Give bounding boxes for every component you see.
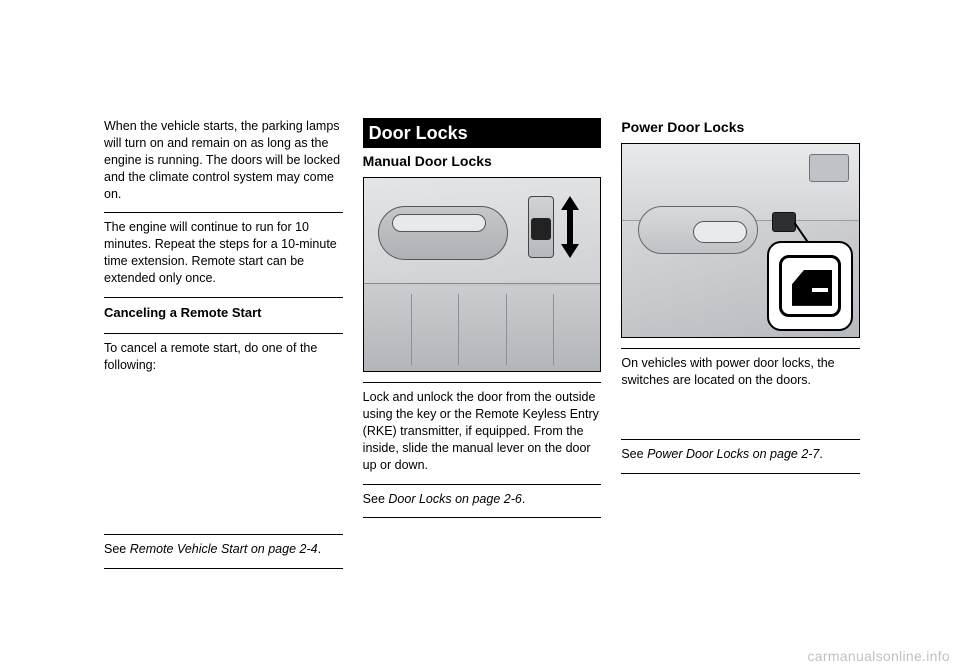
divider (363, 382, 602, 383)
col2-reference: See Door Locks on page 2-6. (363, 491, 602, 508)
heading-manual-door-locks: Manual Door Locks (363, 152, 602, 171)
divider (104, 333, 343, 334)
divider (363, 484, 602, 485)
ref-text: . (318, 542, 321, 556)
door-map-pocket (364, 286, 601, 371)
illustration-manual-door-lock (363, 177, 602, 372)
column-2: Door Locks Manual Door Locks Lock and un… (363, 118, 602, 582)
divider (104, 212, 343, 213)
col1-para-1: When the vehicle starts, the parking lam… (104, 118, 343, 202)
heading-door-locks: Door Locks (363, 118, 602, 148)
ref-link-text: Remote Vehicle Start on page 2-4 (130, 542, 318, 556)
ref-text: . (819, 447, 822, 461)
ref-text: See (621, 447, 647, 461)
divider (363, 517, 602, 518)
power-lock-switch (772, 212, 796, 232)
col2-para-1: Lock and unlock the door from the outsid… (363, 389, 602, 473)
col3-reference: See Power Door Locks on page 2-7. (621, 446, 860, 463)
divider (621, 439, 860, 440)
column-1: When the vehicle starts, the parking lam… (104, 118, 343, 582)
col1-heading-cancel: Canceling a Remote Start (104, 304, 343, 324)
ref-text: See (104, 542, 130, 556)
divider (104, 534, 343, 535)
callout-box (767, 241, 853, 331)
ref-text: See (363, 492, 389, 506)
window-switch-cluster (809, 154, 849, 182)
divider (104, 297, 343, 298)
ref-text: . (522, 492, 525, 506)
watermark-text: carmanualsonline.info (808, 648, 951, 664)
column-3: Power Door Locks On vehicles with power … (621, 118, 860, 582)
door-handle (638, 206, 758, 254)
manual-lock-lever (531, 218, 551, 240)
divider (621, 348, 860, 349)
col3-blank-space (621, 395, 860, 435)
col1-para-3: To cancel a remote start, do one of the … (104, 340, 343, 374)
heading-power-door-locks: Power Door Locks (621, 118, 860, 137)
divider (104, 568, 343, 569)
illustration-power-door-lock (621, 143, 860, 338)
col1-reference: See Remote Vehicle Start on page 2-4. (104, 541, 343, 558)
ref-link-text: Power Door Locks on page 2-7 (647, 447, 819, 461)
door-lock-icon (779, 255, 841, 317)
up-down-arrow-icon (560, 196, 580, 258)
col1-para-2: The engine will continue to run for 10 m… (104, 219, 343, 287)
door-handle (392, 214, 486, 232)
divider (621, 473, 860, 474)
col3-para-1: On vehicles with power door locks, the s… (621, 355, 860, 389)
page-content: When the vehicle starts, the parking lam… (104, 118, 860, 582)
col1-blank-space (104, 380, 343, 530)
ref-link-text: Door Locks on page 2-6 (388, 492, 521, 506)
